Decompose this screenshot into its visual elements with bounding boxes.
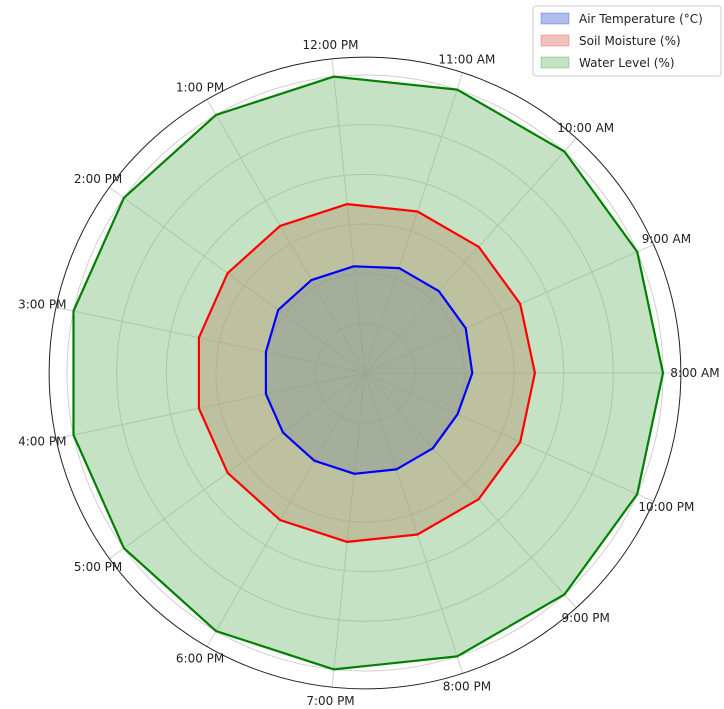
category-tick-label: 9:00 AM [642, 232, 691, 246]
grid-spoke [331, 58, 366, 374]
legend-swatch [540, 56, 570, 69]
series-line [197, 203, 537, 544]
grid-spoke [55, 306, 366, 374]
category-tick-label: 12:00 PM [303, 38, 359, 52]
category-tick-label: 10:00 AM [557, 121, 614, 135]
category-tick-label: 11:00 AM [438, 52, 495, 66]
series-area [198, 204, 535, 542]
series-area [265, 266, 473, 474]
grid-spoke [364, 372, 654, 502]
grid-spoke [109, 372, 366, 560]
category-tick-label: 2:00 PM [74, 172, 122, 186]
polar-frame [48, 56, 682, 690]
legend-label: Water Level (%) [579, 56, 675, 70]
category-tick-label: 3:00 PM [18, 297, 66, 311]
grid-spoke [364, 244, 654, 374]
category-tick-label: 4:00 PM [18, 435, 66, 449]
series-line [264, 265, 474, 475]
legend-swatch [540, 12, 570, 25]
grid-spoke [109, 186, 366, 374]
category-tick-label: 7:00 PM [306, 694, 354, 708]
grid-spoke [206, 372, 366, 647]
category-tick-label: 9:00 PM [562, 611, 610, 625]
legend-label: Air Temperature (°C) [579, 12, 703, 26]
series-area [73, 76, 663, 670]
grid-spoke [206, 99, 366, 374]
grid-spoke [55, 372, 366, 440]
category-tick-label: 5:00 PM [74, 560, 122, 574]
series-line [72, 75, 665, 671]
legend-label: Soil Moisture (%) [579, 34, 681, 48]
category-tick-label: 10:00 PM [638, 500, 694, 514]
category-tick-label: 8:00 PM [443, 680, 491, 694]
grid-spoke [331, 372, 366, 688]
grid-spoke [364, 372, 464, 674]
grid-spoke [364, 372, 577, 609]
legend-box [532, 5, 722, 77]
grid-spoke [364, 72, 464, 374]
category-tick-label: 8:00 AM [670, 366, 719, 380]
grid-spoke [364, 137, 577, 374]
category-tick-label: 6:00 PM [176, 652, 224, 666]
category-tick-label: 1:00 PM [176, 80, 224, 94]
legend-swatch [540, 34, 570, 47]
